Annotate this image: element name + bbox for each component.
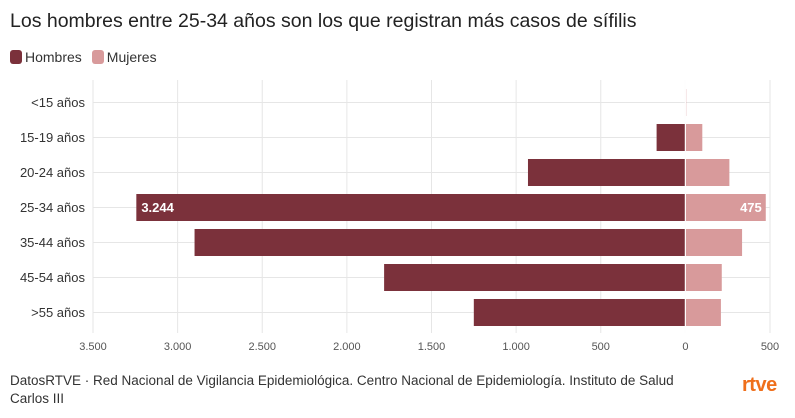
x-tick-label: 500 <box>761 341 779 353</box>
rtve-logo: rtve <box>742 374 777 396</box>
x-tick-label: 0 <box>682 341 688 353</box>
category-label: <15 años <box>31 95 85 110</box>
x-tick-label: 3.000 <box>164 341 192 353</box>
bar-mujeres <box>685 159 730 186</box>
bar-hombres <box>656 124 686 151</box>
bar-mujeres <box>685 299 721 326</box>
x-tick-label: 3.500 <box>79 341 107 353</box>
legend-item-mujeres[interactable]: Mujeres <box>91 49 157 65</box>
bar-mujeres <box>685 264 722 291</box>
data-label-hombres: 3.244 <box>141 200 174 215</box>
legend-swatch-hombres <box>10 50 22 64</box>
x-tick-label: 1.000 <box>502 341 530 353</box>
legend-item-hombres[interactable]: Hombres <box>10 49 82 65</box>
category-label: 20-24 años <box>20 165 86 180</box>
data-label-mujeres: 475 <box>740 200 762 215</box>
category-label: 25-34 años <box>20 200 86 215</box>
bar-hombres <box>384 264 686 291</box>
category-label: >55 años <box>31 305 85 320</box>
category-label: 35-44 años <box>20 235 86 250</box>
x-tick-label: 500 <box>592 341 610 353</box>
legend-label-mujeres: Mujeres <box>106 49 157 65</box>
legend-swatch-mujeres <box>91 50 104 64</box>
bar-hombres <box>527 159 686 186</box>
source-note: DatosRTVE · Red Nacional de Vigilancia E… <box>10 373 674 406</box>
pyramid-chart: 3.500 3.000 2.500 2.000 1.500 1.000 500 0 500 <15… <box>20 80 779 353</box>
bar-mujeres <box>685 124 703 151</box>
bar-hombres <box>473 299 686 326</box>
bar-mujeres <box>685 194 766 221</box>
bar-hombres <box>194 229 686 256</box>
bar-mujeres <box>685 229 743 256</box>
x-tick-label: 2.500 <box>248 341 276 353</box>
category-label: 15-19 años <box>20 130 86 145</box>
legend-label-hombres: Hombres <box>25 49 82 65</box>
legend: Hombres Mujeres <box>10 49 167 65</box>
bar-hombres <box>136 194 686 221</box>
x-tick-label: 1.500 <box>418 341 446 353</box>
x-tick-label: 2.000 <box>333 341 361 353</box>
category-label: 45-54 años <box>20 270 86 285</box>
chart-title: Los hombres entre 25-34 años son los que… <box>10 10 637 32</box>
